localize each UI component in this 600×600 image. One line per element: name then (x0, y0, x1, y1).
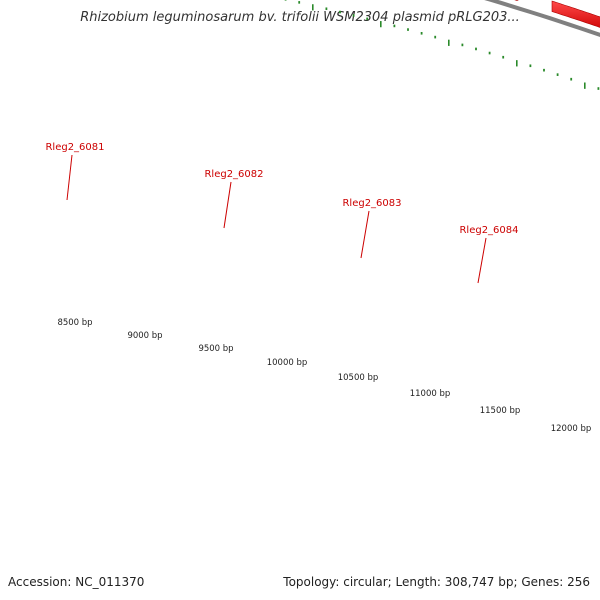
ruler-label: 9500 bp (198, 344, 233, 354)
summary-text: Topology: circular; Length: 308,747 bp; … (283, 575, 590, 589)
backbone-track (484, 0, 600, 38)
ruler-labels: 8500 bp 9000 bp 9500 bp 10000 bp 10500 bp 110… (57, 318, 591, 434)
ruler-label: 9000 bp (127, 331, 162, 341)
ruler-label: 8500 bp (57, 318, 92, 328)
gene-leader-line (223, 181, 232, 229)
ruler-label: 10000 bp (267, 358, 308, 368)
gene-leader-line (66, 154, 73, 201)
reverse-gene-arrow (514, 0, 519, 1)
gene-label: Rleg2_6084 (459, 225, 518, 236)
gene-leader-line (360, 210, 370, 259)
ruler-label: 11500 bp (480, 406, 521, 416)
gene-labels: Rleg2_6081 Rleg2_6082 Rleg2_6083 Rleg2_6084 (45, 142, 519, 284)
backbone-line (484, 0, 600, 38)
reverse-gene-arrow (551, 0, 600, 28)
reverse-gene-track (514, 0, 600, 28)
ruler-label: 11000 bp (410, 389, 451, 399)
gene-leader-line (477, 237, 487, 284)
gene-label: Rleg2_6082 (204, 169, 263, 180)
plasmid-title: Rhizobium leguminosarum bv. trifolii WSM… (80, 10, 520, 25)
gene-label: Rleg2_6081 (45, 142, 104, 153)
accession-text: Accession: NC_011370 (8, 575, 145, 589)
ruler-label: 10500 bp (338, 373, 379, 383)
ruler-label: 12000 bp (551, 424, 592, 434)
lower-tick-track (284, 0, 600, 90)
gene-label: Rleg2_6083 (342, 198, 401, 209)
